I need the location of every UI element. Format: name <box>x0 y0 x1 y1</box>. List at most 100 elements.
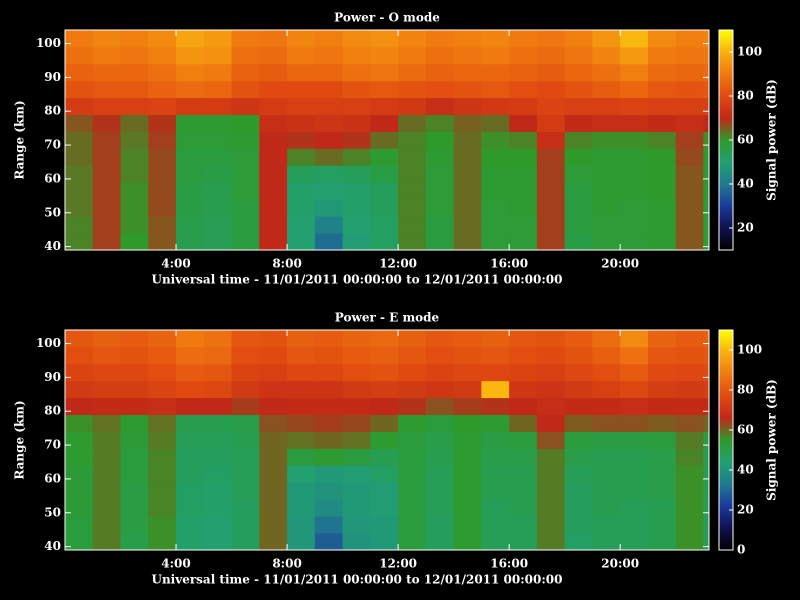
heatmap-cell <box>259 30 288 48</box>
x-tick-label: 8:00 <box>272 257 301 271</box>
heatmap-cell <box>481 499 510 517</box>
heatmap-cell <box>398 216 427 234</box>
heatmap-cell <box>481 363 510 382</box>
heatmap-cell <box>259 182 288 200</box>
heatmap-cell <box>509 165 538 183</box>
colorbar-tick-label: 0 <box>737 543 745 557</box>
heatmap-cell <box>231 516 260 534</box>
heatmap-cell <box>564 346 593 365</box>
heatmap-cell <box>259 148 288 166</box>
heatmap-cell <box>425 516 455 534</box>
heatmap-cell <box>370 80 399 99</box>
heatmap-cell <box>481 397 510 416</box>
heatmap-cell <box>453 448 482 466</box>
panel-title: Power - O mode <box>334 11 440 25</box>
heatmap-cell <box>148 216 177 234</box>
heatmap-cell <box>203 465 232 483</box>
heatmap-cell <box>287 46 316 65</box>
heatmap-cell <box>453 465 482 483</box>
heatmap-cell <box>231 465 260 483</box>
heatmap-cell <box>536 346 566 365</box>
heatmap-cell <box>120 363 149 382</box>
heatmap-cell <box>509 46 538 65</box>
heatmap-cell <box>453 148 482 166</box>
heatmap-cell <box>148 165 177 183</box>
heatmap-cell <box>592 465 621 483</box>
heatmap-cell <box>675 131 704 149</box>
heatmap-cell <box>65 165 94 183</box>
heatmap-cell <box>92 330 121 348</box>
heatmap-cell <box>620 46 649 65</box>
heatmap-cell <box>342 30 371 48</box>
heatmap-cell <box>92 30 121 48</box>
heatmap-cell <box>342 448 371 466</box>
colorbar-tick-label: 80 <box>737 89 754 103</box>
y-axis-label: Range (km) <box>13 100 27 179</box>
heatmap-cell <box>203 448 232 466</box>
heatmap-cell <box>398 114 427 132</box>
heatmap-cell <box>203 330 232 348</box>
heatmap-cell <box>398 499 427 517</box>
heatmap-cell <box>647 533 677 551</box>
heatmap-cell <box>314 182 343 200</box>
heatmap-cell <box>314 414 343 432</box>
heatmap-cell <box>536 431 566 449</box>
heatmap-cell <box>259 233 288 251</box>
heatmap-cell <box>231 216 260 234</box>
heatmap-cell <box>592 216 621 234</box>
heatmap-cell <box>148 199 177 217</box>
heatmap-cell <box>120 114 149 132</box>
heatmap-cell <box>259 216 288 234</box>
y-tick-label: 80 <box>44 104 61 118</box>
heatmap-cell <box>148 363 177 382</box>
heatmap-cell <box>647 380 677 399</box>
heatmap-cell <box>314 380 343 399</box>
heatmap-cell <box>342 431 371 449</box>
heatmap-cell <box>65 330 94 348</box>
heatmap-cell <box>620 346 649 365</box>
heatmap-cell <box>453 233 482 251</box>
heatmap-cell <box>342 516 371 534</box>
heatmap-cell <box>231 131 260 149</box>
heatmap-cell <box>370 465 399 483</box>
heatmap-cell <box>231 30 260 48</box>
heatmap-cell <box>398 397 427 416</box>
heatmap-cell <box>259 80 288 99</box>
heatmap-cell <box>148 448 177 466</box>
heatmap-cell <box>536 182 566 200</box>
heatmap-cell <box>148 182 177 200</box>
heatmap-cell <box>564 499 593 517</box>
heatmap-cell <box>176 363 205 382</box>
heatmap-cell <box>314 30 343 48</box>
heatmap-cell <box>176 233 205 251</box>
heatmap-cell <box>620 182 649 200</box>
colorbar-tick-label: 80 <box>737 383 754 397</box>
heatmap-cell <box>92 465 121 483</box>
heatmap-cell <box>453 165 482 183</box>
heatmap-cell <box>703 80 710 99</box>
heatmap-cell <box>65 63 94 82</box>
x-tick-label: 20:00 <box>601 257 639 271</box>
heatmap-cell <box>481 465 510 483</box>
heatmap-cell <box>231 380 260 399</box>
heatmap-cell <box>92 63 121 82</box>
heatmap-cell <box>370 216 399 234</box>
heatmap-cell <box>647 30 677 48</box>
heatmap-cell <box>176 63 205 82</box>
heatmap-cell <box>675 80 704 99</box>
heatmap-cell <box>259 346 288 365</box>
heatmap-cell <box>592 482 621 500</box>
heatmap-cell <box>65 397 94 416</box>
heatmap-cell <box>592 30 621 48</box>
heatmap-cell <box>453 482 482 500</box>
heatmap-cell <box>398 46 427 65</box>
x-tick-label: 4:00 <box>161 257 190 271</box>
heatmap-cell <box>453 380 482 399</box>
heatmap-cell <box>703 131 710 149</box>
heatmap-cell <box>564 533 593 551</box>
heatmap-cell <box>647 465 677 483</box>
heatmap-cell <box>259 131 288 149</box>
heatmap-cell <box>287 414 316 432</box>
heatmap-cell <box>287 380 316 399</box>
